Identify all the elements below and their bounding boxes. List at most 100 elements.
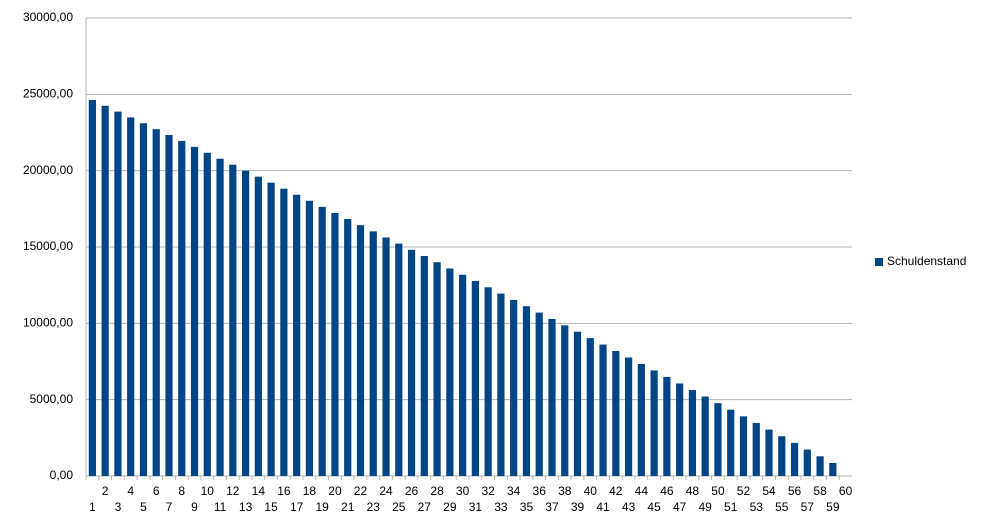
x-tick-label: 52 (737, 484, 751, 498)
x-tick-label: 47 (673, 500, 687, 514)
x-tick-label: 15 (264, 500, 278, 514)
x-tick-label: 57 (801, 500, 815, 514)
bar (165, 135, 173, 476)
x-tick-label: 2 (102, 484, 109, 498)
x-tick-label: 29 (443, 500, 457, 514)
x-tick-label: 32 (481, 484, 495, 498)
bar (280, 188, 288, 476)
x-tick-label: 34 (507, 484, 521, 498)
bar (599, 344, 607, 476)
bar (356, 225, 365, 476)
bar (484, 287, 492, 476)
x-tick-label: 24 (379, 484, 393, 498)
x-tick-label: 12 (226, 484, 240, 498)
bar (561, 325, 569, 476)
x-tick-label: 8 (178, 484, 185, 498)
bar (446, 268, 454, 476)
x-tick-label: 46 (660, 484, 674, 498)
bar (522, 306, 531, 476)
x-tick-label: 35 (520, 500, 534, 514)
bar (203, 152, 211, 476)
x-tick-label: 60 (839, 484, 853, 498)
bar (548, 318, 556, 476)
bar (816, 456, 824, 476)
bar (229, 164, 237, 476)
bar (433, 262, 441, 476)
bar (714, 403, 722, 476)
x-tick-label: 41 (596, 500, 610, 514)
x-tick-label: 20 (328, 484, 342, 498)
x-tick-label: 27 (418, 500, 432, 514)
x-tick-label: 36 (533, 484, 547, 498)
bar (190, 146, 199, 477)
x-tick-label: 39 (571, 500, 585, 514)
bar (216, 158, 224, 476)
bar (727, 409, 735, 476)
x-tick-label: 25 (392, 500, 406, 514)
y-tick-label: 30000,00 (23, 10, 73, 24)
x-tick-label: 13 (239, 500, 253, 514)
y-tick-label: 10000,00 (23, 316, 73, 330)
x-tick-label: 22 (354, 484, 368, 498)
x-tick-label: 50 (711, 484, 725, 498)
x-tick-label: 54 (762, 484, 776, 498)
bar (586, 338, 594, 476)
bar (752, 422, 760, 476)
bar (459, 274, 467, 476)
x-tick-label: 4 (127, 484, 134, 498)
x-tick-label: 23 (367, 500, 381, 514)
x-tick-label: 31 (469, 500, 483, 514)
bar (407, 249, 416, 476)
legend-swatch (875, 258, 883, 266)
x-tick-label: 6 (153, 484, 160, 498)
x-tick-label: 49 (699, 500, 713, 514)
bar (305, 200, 314, 477)
x-tick-label: 30 (456, 484, 470, 498)
x-tick-label: 3 (115, 500, 122, 514)
bar (420, 256, 428, 476)
x-tick-label: 11 (214, 500, 227, 514)
x-tick-label: 58 (813, 484, 827, 498)
bar (241, 170, 250, 476)
x-tick-label: 26 (405, 484, 419, 498)
bar (178, 140, 186, 477)
bar (293, 194, 301, 476)
x-tick-label: 48 (686, 484, 700, 498)
bar (535, 312, 543, 476)
bar (497, 293, 505, 476)
bar (510, 299, 518, 476)
x-tick-label: 55 (775, 500, 789, 514)
x-tick-label: 21 (341, 500, 355, 514)
bar (676, 383, 684, 476)
bar (650, 370, 658, 476)
bar (395, 243, 403, 476)
bar (829, 463, 837, 476)
bar (331, 212, 339, 477)
x-tick-label: 37 (545, 500, 559, 514)
bar (267, 182, 275, 476)
y-tick-label: 15000,00 (23, 239, 73, 253)
bar (101, 105, 109, 477)
bar (127, 117, 135, 477)
x-tick-label: 53 (750, 500, 764, 514)
x-tick-label: 40 (584, 484, 598, 498)
x-tick-label: 44 (635, 484, 649, 498)
bar (139, 123, 148, 476)
x-tick-label: 1 (89, 500, 96, 514)
y-tick-label: 20000,00 (23, 163, 73, 177)
bar (382, 237, 390, 476)
x-tick-label: 56 (788, 484, 802, 498)
x-tick-label: 33 (494, 500, 508, 514)
bar (624, 357, 633, 476)
legend-label: Schuldenstand (887, 254, 966, 268)
x-tick-label: 51 (724, 500, 738, 514)
bar (739, 416, 748, 476)
y-tick-label: 5000,00 (30, 392, 74, 406)
x-tick-label: 17 (290, 500, 304, 514)
bar (701, 396, 709, 476)
x-tick-label: 18 (303, 484, 317, 498)
bar (663, 376, 671, 476)
bar (688, 390, 697, 476)
x-tick-label: 59 (826, 500, 840, 514)
